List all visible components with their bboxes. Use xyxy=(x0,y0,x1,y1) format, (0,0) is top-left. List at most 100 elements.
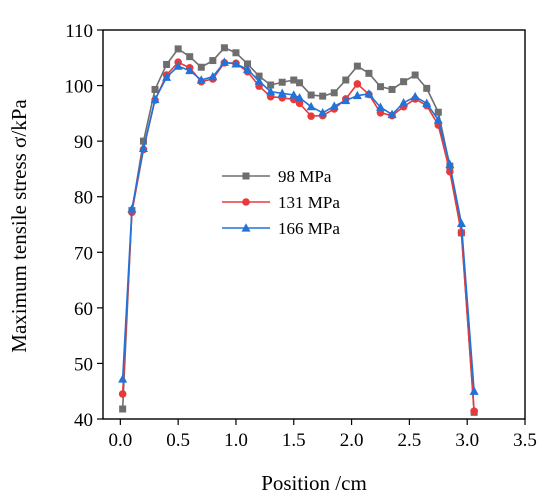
data-point xyxy=(410,91,420,101)
data-point xyxy=(208,71,218,81)
data-point xyxy=(231,59,241,68)
legend-item: 166 MPa xyxy=(222,219,340,238)
y-tick-label: 100 xyxy=(65,77,94,98)
legend-label: 98 MPa xyxy=(278,167,332,186)
data-point xyxy=(399,97,409,107)
data-point xyxy=(219,57,229,66)
data-point xyxy=(411,71,419,79)
data-point xyxy=(290,76,298,84)
data-point xyxy=(433,115,443,124)
data-point xyxy=(318,108,328,117)
data-point xyxy=(267,81,275,89)
data-point xyxy=(434,108,442,116)
data-point xyxy=(387,109,397,119)
data-point xyxy=(375,102,385,111)
data-point xyxy=(173,61,183,70)
data-point xyxy=(352,90,362,100)
data-point xyxy=(296,79,304,87)
data-point xyxy=(118,374,128,383)
data-point xyxy=(422,98,432,107)
x-axis-title: Position /cm xyxy=(261,471,367,495)
y-tick-label: 90 xyxy=(74,132,93,153)
x-tick-label: 0.5 xyxy=(166,430,190,451)
x-tick-label: 0.0 xyxy=(108,430,132,451)
legend-marker xyxy=(241,223,251,232)
data-point xyxy=(295,92,305,102)
data-point xyxy=(364,89,374,98)
data-point xyxy=(376,109,385,117)
data-point xyxy=(150,94,160,104)
series-166-mpa xyxy=(118,57,479,395)
legend-label: 166 MPa xyxy=(278,219,340,238)
data-point xyxy=(289,90,299,99)
data-point xyxy=(255,72,263,80)
data-point xyxy=(119,405,127,413)
data-point xyxy=(307,91,315,99)
data-point xyxy=(307,112,315,120)
data-point xyxy=(220,44,228,52)
y-axis-title: Maximum tensile stress σ/kPa xyxy=(7,99,31,353)
data-point xyxy=(423,84,431,92)
y-tick-label: 70 xyxy=(74,243,93,264)
data-point xyxy=(278,78,286,86)
data-point xyxy=(243,64,253,74)
x-tick-label: 2.5 xyxy=(398,430,422,451)
legend: 98 MPa 131 MPa 166 MPa xyxy=(222,167,340,238)
data-point xyxy=(376,83,384,91)
data-point xyxy=(456,218,466,227)
data-point xyxy=(209,57,217,65)
data-point xyxy=(295,99,304,108)
data-point xyxy=(388,85,396,93)
data-point xyxy=(470,407,478,416)
legend-marker xyxy=(242,198,250,206)
data-point xyxy=(196,75,206,84)
data-point xyxy=(277,88,287,97)
data-point xyxy=(254,76,264,85)
data-point xyxy=(266,86,276,96)
data-point xyxy=(197,63,205,71)
data-point xyxy=(353,62,361,70)
data-point xyxy=(319,92,327,100)
data-point xyxy=(185,65,195,75)
legend-item: 131 MPa xyxy=(222,193,340,212)
y-tick-label: 50 xyxy=(74,354,93,375)
y-tick-label: 40 xyxy=(74,410,93,431)
y-tick-label: 80 xyxy=(74,188,93,209)
data-point xyxy=(330,89,338,97)
x-tick-label: 3.0 xyxy=(455,430,479,451)
data-point xyxy=(162,72,172,81)
data-point xyxy=(163,60,171,68)
data-point xyxy=(329,101,339,110)
x-axis-ticks: 0.0 0.5 1.0 1.5 2.0 2.5 3.0 3.5 xyxy=(108,419,537,451)
x-tick-label: 2.0 xyxy=(340,430,364,451)
x-tick-label: 3.5 xyxy=(513,430,537,451)
data-point xyxy=(306,101,316,111)
y-tick-label: 110 xyxy=(65,21,93,42)
data-point xyxy=(186,53,194,61)
data-point xyxy=(244,60,252,68)
legend-label: 131 MPa xyxy=(278,193,340,212)
legend-marker xyxy=(242,172,250,180)
y-axis-ticks: 40 50 60 70 80 90 100 110 xyxy=(65,21,103,431)
series-layer xyxy=(118,44,479,416)
data-point xyxy=(118,390,127,398)
data-point xyxy=(138,143,148,152)
data-point xyxy=(342,76,350,84)
x-tick-label: 1.0 xyxy=(224,430,248,451)
data-point xyxy=(353,80,362,88)
legend-item: 98 MPa xyxy=(222,167,332,186)
data-point xyxy=(341,95,351,105)
x-tick-label: 1.5 xyxy=(282,430,306,451)
data-point xyxy=(174,45,182,53)
data-point xyxy=(139,137,147,145)
data-point xyxy=(365,69,373,77)
data-point xyxy=(469,386,479,395)
plot-frame xyxy=(102,29,526,420)
data-point xyxy=(127,204,137,213)
data-point xyxy=(151,85,159,93)
y-tick-label: 60 xyxy=(74,299,93,320)
data-point xyxy=(232,49,240,57)
data-point xyxy=(400,78,408,86)
data-point xyxy=(445,159,455,169)
